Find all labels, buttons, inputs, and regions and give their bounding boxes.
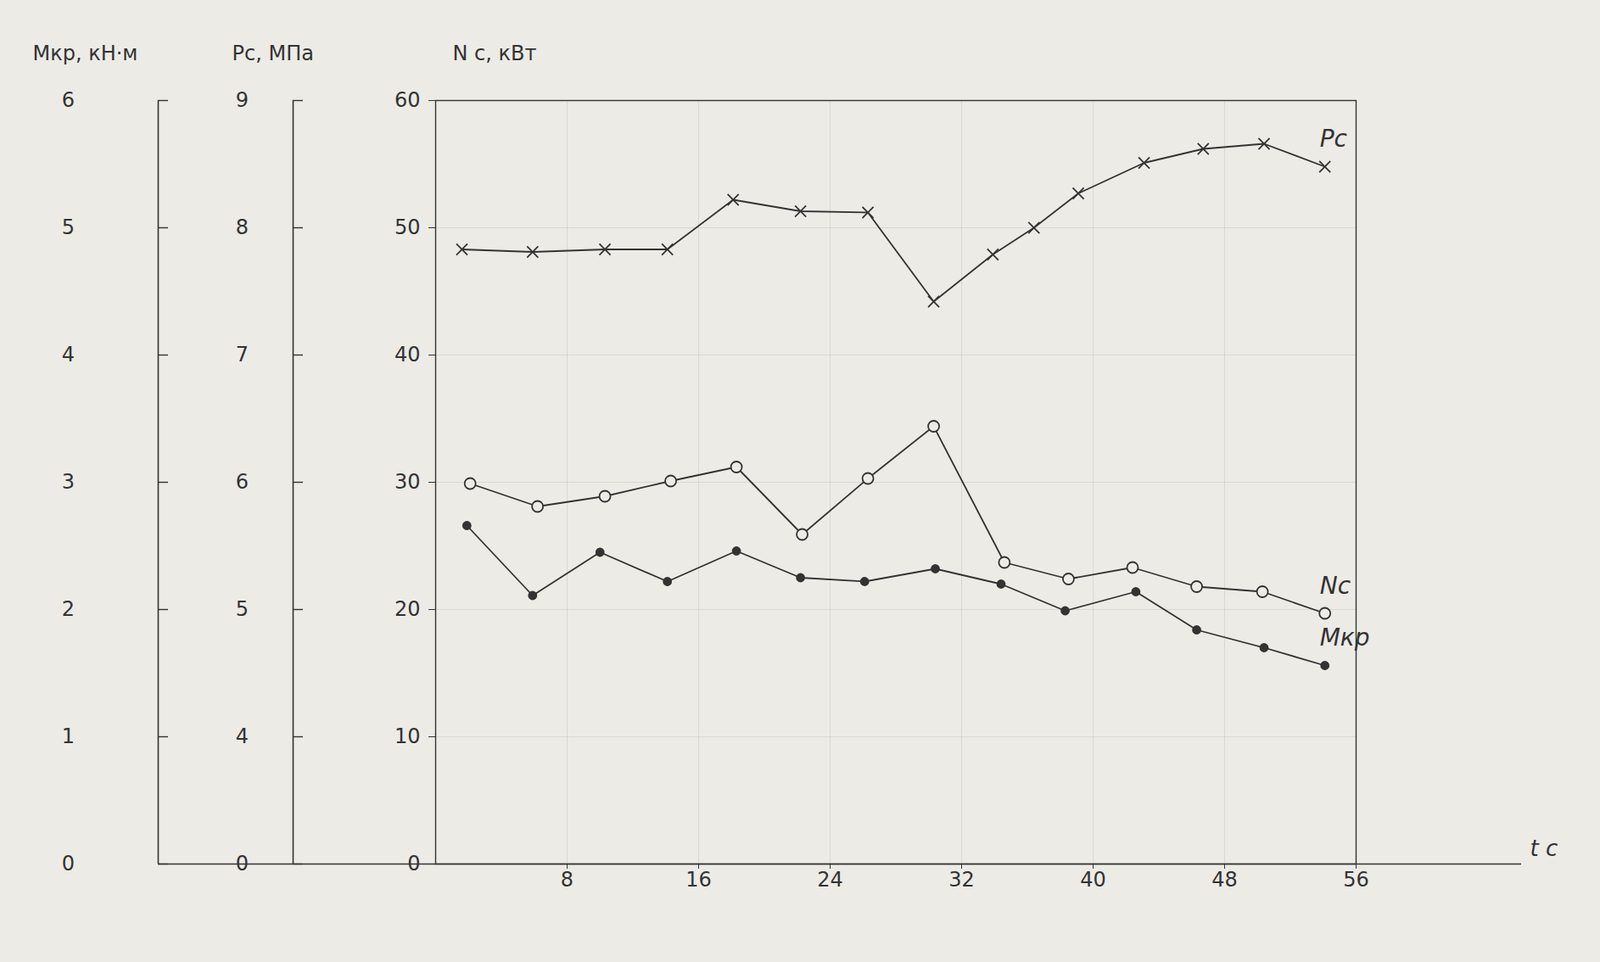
svg-text:Nс: Nс	[1320, 571, 1352, 600]
svg-text:32: 32	[948, 867, 975, 892]
svg-text:56: 56	[1342, 867, 1370, 892]
svg-text:40: 40	[394, 342, 421, 367]
svg-text:5: 5	[61, 215, 75, 240]
svg-text:1: 1	[61, 724, 75, 749]
svg-text:2: 2	[61, 597, 75, 621]
svg-text:40: 40	[1079, 867, 1107, 892]
svg-text:t с: t с	[1530, 835, 1559, 862]
svg-text:5: 5	[235, 597, 249, 621]
svg-text:Рс, МПа: Рс, МПа	[232, 41, 314, 66]
svg-text:4: 4	[61, 342, 75, 367]
svg-text:16: 16	[685, 867, 712, 892]
svg-text:3: 3	[61, 469, 75, 494]
svg-text:6: 6	[61, 88, 75, 112]
svg-text:7: 7	[235, 342, 249, 367]
svg-text:0: 0	[61, 851, 75, 876]
svg-text:Мкр, кН·м: Мкр, кН·м	[33, 41, 139, 66]
svg-text:4: 4	[235, 724, 249, 749]
svg-text:30: 30	[394, 469, 421, 494]
svg-text:24: 24	[816, 867, 844, 892]
svg-text:0: 0	[235, 851, 249, 876]
svg-text:10: 10	[394, 724, 421, 749]
svg-text:60: 60	[394, 88, 421, 112]
svg-text:6: 6	[235, 469, 249, 494]
svg-text:8: 8	[560, 867, 574, 892]
svg-text:0: 0	[407, 851, 421, 876]
svg-text:48: 48	[1211, 867, 1238, 892]
svg-text:Мкр: Мкр	[1320, 623, 1371, 652]
svg-text:20: 20	[394, 597, 421, 621]
svg-text:N с, кВт: N с, кВт	[453, 41, 538, 66]
svg-text:50: 50	[394, 215, 421, 240]
svg-text:8: 8	[235, 215, 249, 240]
svg-text:Рс: Рс	[1320, 124, 1349, 153]
svg-text:9: 9	[235, 88, 249, 112]
